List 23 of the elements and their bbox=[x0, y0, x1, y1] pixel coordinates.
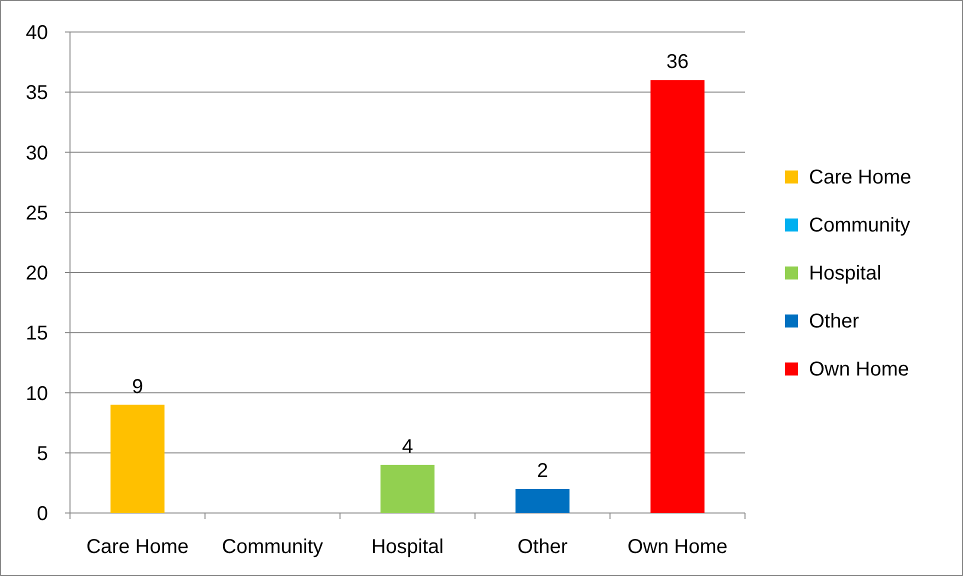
legend-label: Care Home bbox=[809, 166, 912, 188]
legend-label: Hospital bbox=[809, 262, 882, 284]
legend-label: Own Home bbox=[809, 358, 910, 380]
y-tick-label: 15 bbox=[26, 322, 48, 345]
x-tick-label: Community bbox=[222, 536, 324, 558]
y-tick-label: 20 bbox=[26, 262, 48, 284]
y-tick-label: 40 bbox=[26, 22, 48, 44]
x-tick-label: Hospital bbox=[371, 536, 444, 558]
x-tick-label: Other bbox=[517, 536, 568, 558]
y-tick-label: 35 bbox=[26, 82, 48, 104]
y-tick-label: 10 bbox=[26, 382, 48, 405]
data-label: 9 bbox=[132, 376, 144, 398]
legend-label: Other bbox=[809, 310, 860, 332]
y-tick-label: 0 bbox=[36, 503, 48, 525]
y-tick-label: 25 bbox=[26, 202, 48, 224]
data-label: 36 bbox=[666, 51, 689, 74]
y-tick-label: 30 bbox=[26, 142, 48, 164]
legend-label: Community bbox=[809, 214, 910, 236]
x-tick-label: Own Home bbox=[627, 536, 728, 558]
y-tick-label: 5 bbox=[36, 442, 48, 465]
data-label: 2 bbox=[536, 460, 548, 482]
data-label: 4 bbox=[402, 436, 414, 458]
x-tick-label: Care Home bbox=[86, 536, 189, 558]
